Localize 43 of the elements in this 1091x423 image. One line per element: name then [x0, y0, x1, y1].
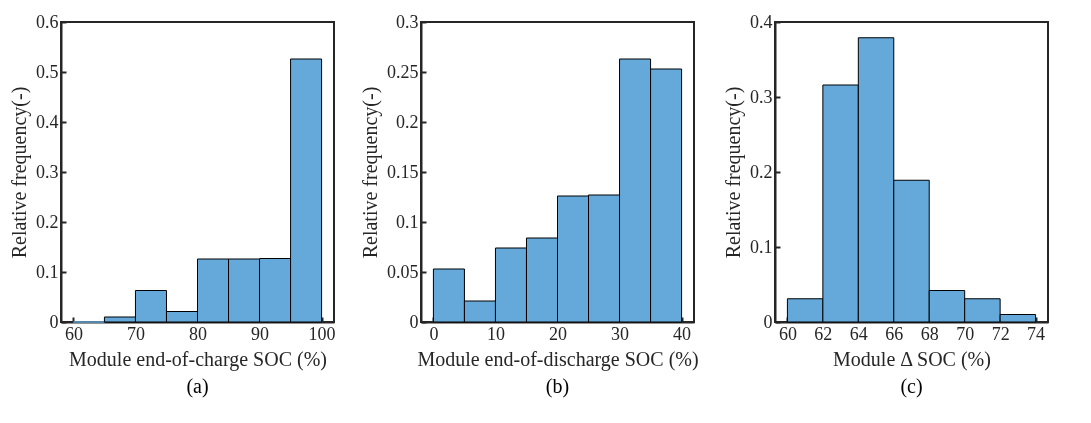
y-tick-label: 0.15 — [387, 161, 419, 182]
y-tick-label: 0.2 — [396, 111, 419, 132]
y-tick-label: 0.2 — [750, 161, 773, 182]
x-axis-title: Module end-of-charge SOC (%) — [69, 347, 327, 371]
x-tick-label: 70 — [956, 323, 975, 344]
y-axis-title: Relative frequency(-) — [8, 86, 31, 259]
x-tick-label: 90 — [251, 323, 270, 344]
y-tick-label: 0.4 — [36, 111, 59, 132]
y-tick-label: 0.1 — [396, 211, 419, 232]
x-tick-label: 0 — [429, 323, 439, 344]
x-tick-label: 74 — [1027, 323, 1046, 344]
y-axis-title: Relative frequency(-) — [722, 86, 745, 259]
x-tick-label: 60 — [778, 323, 797, 344]
y-tick-label: 0.6 — [36, 11, 59, 32]
x-tick-label: 72 — [991, 323, 1010, 344]
y-axis-title: Relative frequency(-) — [359, 86, 382, 259]
y-tick-label: 0.3 — [750, 86, 773, 107]
y-tick-label: 0.05 — [387, 261, 419, 282]
y-tick-label: 0.3 — [396, 11, 419, 32]
y-tick-label: 0.25 — [387, 61, 419, 82]
x-tick-label: 68 — [920, 323, 939, 344]
x-tick-label: 80 — [189, 323, 207, 344]
y-tick-label: 0.3 — [36, 161, 59, 182]
x-tick-label: 64 — [849, 323, 868, 344]
y-tick-label: 0.1 — [36, 261, 59, 282]
x-tick-label: 66 — [885, 323, 904, 344]
x-tick-label: 100 — [308, 323, 336, 344]
x-axis-title: Module end-of-discharge SOC (%) — [417, 347, 699, 371]
x-tick-label: 70 — [126, 323, 145, 344]
y-tick-label: 0.1 — [750, 236, 773, 257]
x-tick-label: 10 — [486, 323, 505, 344]
x-tick-label: 60 — [64, 323, 83, 344]
y-tick-label: 0.5 — [36, 61, 59, 82]
text: (c) — [900, 375, 923, 398]
x-tick-label: 62 — [814, 323, 833, 344]
x-axis-title: Module Δ SOC (%) — [833, 347, 991, 371]
y-tick-label: 0.4 — [750, 11, 773, 32]
text: (b) — [545, 375, 570, 398]
x-tick-label: 30 — [611, 323, 630, 344]
y-tick-label: 0.2 — [36, 211, 59, 232]
x-tick-label: 40 — [673, 323, 692, 344]
x-tick-label: 20 — [549, 323, 567, 344]
text: (a) — [186, 375, 209, 398]
